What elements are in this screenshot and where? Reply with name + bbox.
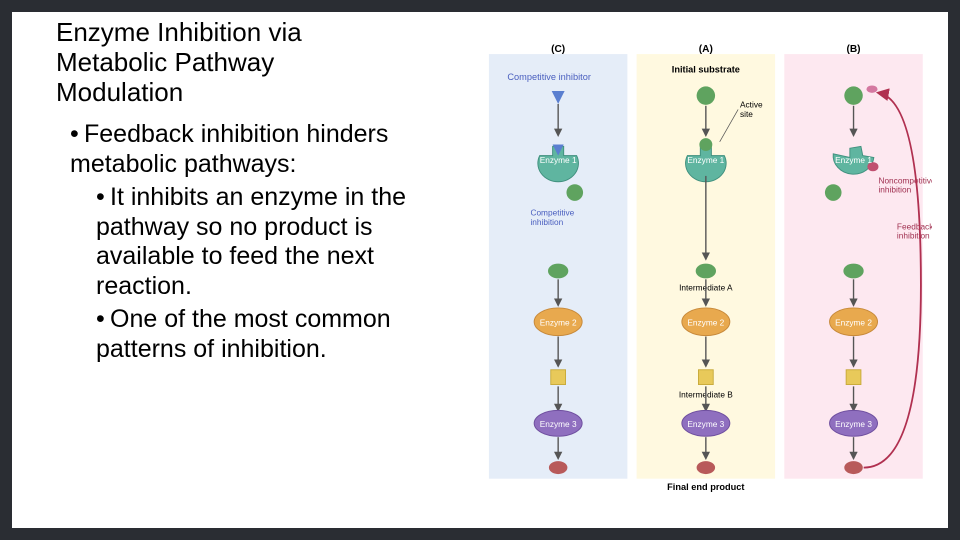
slide-title: Enzyme Inhibition via Metabolic Pathway … (56, 18, 302, 108)
enzyme-label: Enzyme 3 (540, 419, 577, 429)
enzyme-label: Enzyme 3 (687, 419, 724, 429)
bullet-level1: •Feedback inhibition hinders metabolic p… (70, 120, 452, 179)
enzyme-label: Enzyme 2 (540, 317, 577, 327)
enzyme-label: Enzyme 1 (835, 155, 872, 165)
final-product-icon (549, 461, 567, 474)
bullet-text: Feedback inhibition hinders metabolic pa… (70, 120, 388, 178)
enzyme-label: Enzyme 3 (835, 419, 872, 429)
displaced-substrate-icon (566, 184, 583, 201)
bullet-list: •Feedback inhibition hinders metabolic p… (70, 120, 452, 368)
title-line: Enzyme Inhibition via (56, 17, 302, 47)
enzyme-label: Enzyme 1 (540, 155, 577, 165)
diagram-column: (C) (A) (B) Competitive inhibitor Initia… (452, 12, 948, 528)
col-header: Competitive inhibitor (507, 72, 591, 82)
header-text: Competitive inhibitor (507, 72, 591, 82)
intermediateB-icon (846, 370, 861, 385)
col-letter: (C) (551, 44, 565, 55)
text-column: Enzyme Inhibition via Metabolic Pathway … (12, 12, 452, 528)
col-letter: (B) (846, 44, 860, 55)
enzyme-label: Enzyme 1 (687, 155, 724, 165)
substrate-bound-icon (699, 138, 712, 151)
enzyme-label: Enzyme 2 (687, 317, 724, 327)
bullet-level2: •One of the most common patterns of inhi… (96, 305, 452, 364)
pathway-diagram: (C) (A) (B) Competitive inhibitor Initia… (452, 26, 932, 516)
final-product-icon (844, 461, 862, 474)
bullet-text: It inhibits an enzyme in the pathway so … (96, 183, 406, 300)
intermediateB-icon (698, 370, 713, 385)
col-header: Initial substrate (672, 65, 740, 75)
final-product-icon (697, 461, 715, 474)
allosteric-icon (866, 85, 877, 92)
noncomp-inh-label: Noncompetitiveinhibition (878, 175, 932, 194)
substrate-icon (844, 86, 862, 104)
intermediateA-icon (696, 264, 716, 279)
feedback-inh-label: Feedbackinhibition (897, 221, 932, 240)
bullet-text: One of the most common patterns of inhib… (96, 305, 391, 363)
intermediateA-icon (548, 264, 568, 279)
displaced-substrate-icon (825, 184, 842, 201)
enzyme-label: Enzyme 2 (835, 317, 872, 327)
title-line: Metabolic Pathway (56, 47, 274, 77)
final-product-label: Final end product (667, 482, 744, 492)
intermediateB-icon (551, 370, 566, 385)
bullet-level2: •It inhibits an enzyme in the pathway so… (96, 183, 452, 301)
col-letter: (A) (699, 44, 713, 55)
intermediateA-icon (843, 264, 863, 279)
slide: Enzyme Inhibition via Metabolic Pathway … (12, 12, 948, 528)
initial-substrate-icon (697, 86, 715, 104)
title-line: Modulation (56, 77, 183, 107)
